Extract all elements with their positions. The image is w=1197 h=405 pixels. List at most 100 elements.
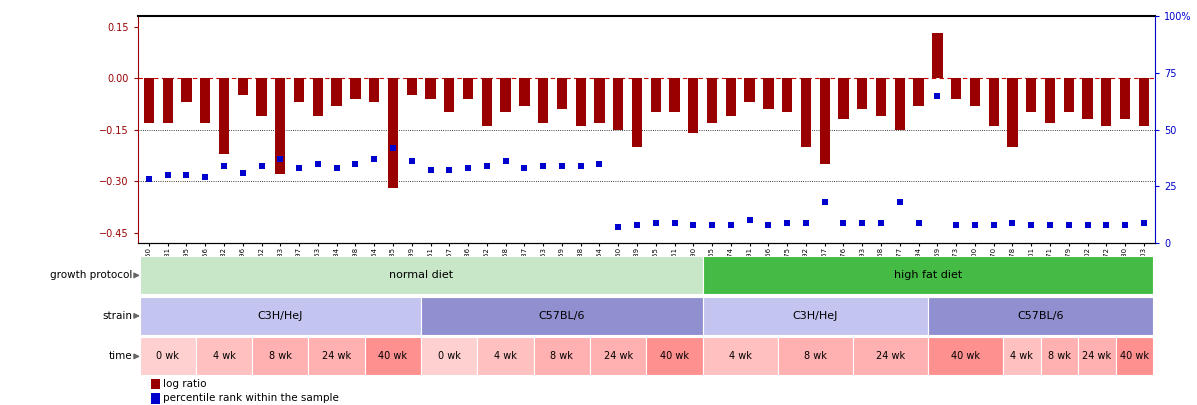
Bar xyxy=(253,337,309,375)
Bar xyxy=(1138,78,1149,126)
Bar xyxy=(1120,78,1130,119)
Bar xyxy=(950,78,961,99)
Bar xyxy=(590,337,646,375)
Text: 4 wk: 4 wk xyxy=(213,352,236,361)
Point xyxy=(290,165,309,171)
Bar xyxy=(463,78,473,99)
Point xyxy=(1116,222,1135,228)
Point xyxy=(478,163,497,169)
Point xyxy=(1021,222,1040,228)
Bar xyxy=(140,297,421,335)
Text: 40 wk: 40 wk xyxy=(378,352,407,361)
Point xyxy=(1135,220,1154,226)
Bar xyxy=(764,78,773,109)
Bar xyxy=(421,297,703,335)
Point xyxy=(740,217,759,224)
Point xyxy=(852,220,871,226)
Point xyxy=(1059,222,1078,228)
Bar xyxy=(989,78,998,126)
Bar xyxy=(782,78,792,113)
Point xyxy=(253,163,272,169)
Point xyxy=(1078,222,1098,228)
Bar xyxy=(613,78,624,130)
Point xyxy=(365,156,384,162)
Bar xyxy=(778,337,853,375)
Bar xyxy=(294,78,304,102)
Bar xyxy=(1101,78,1112,126)
Point xyxy=(534,163,553,169)
Text: 0 wk: 0 wk xyxy=(438,352,461,361)
Text: C3H/HeJ: C3H/HeJ xyxy=(792,311,838,321)
Point xyxy=(608,224,627,230)
Bar xyxy=(275,78,286,174)
Text: 0 wk: 0 wk xyxy=(157,352,180,361)
Text: 8 wk: 8 wk xyxy=(551,352,573,361)
Point xyxy=(722,222,741,228)
Bar xyxy=(932,33,942,78)
Bar xyxy=(707,78,717,123)
Bar xyxy=(309,337,365,375)
Text: 40 wk: 40 wk xyxy=(660,352,689,361)
Text: 4 wk: 4 wk xyxy=(1010,352,1033,361)
Point xyxy=(703,222,722,228)
Bar xyxy=(801,78,812,147)
Bar xyxy=(745,78,755,102)
Bar xyxy=(144,78,154,123)
Bar xyxy=(1078,337,1116,375)
Bar xyxy=(703,297,928,335)
Point xyxy=(1096,222,1116,228)
Point xyxy=(928,92,947,99)
Bar xyxy=(163,78,172,123)
Text: C57BL/6: C57BL/6 xyxy=(1017,311,1064,321)
Point xyxy=(778,220,797,226)
Bar xyxy=(632,78,642,147)
Point xyxy=(552,163,571,169)
Bar xyxy=(928,337,1003,375)
Point xyxy=(346,160,365,167)
Bar xyxy=(576,78,585,126)
Bar xyxy=(312,78,323,116)
Bar xyxy=(256,78,267,116)
Point xyxy=(627,222,646,228)
Bar xyxy=(151,393,160,403)
Point xyxy=(947,222,966,228)
Bar xyxy=(646,337,703,375)
Text: normal diet: normal diet xyxy=(389,271,454,280)
Point xyxy=(666,220,685,226)
Bar xyxy=(351,78,360,99)
Bar xyxy=(444,78,455,113)
Point xyxy=(759,222,778,228)
Text: 8 wk: 8 wk xyxy=(269,352,292,361)
Bar xyxy=(425,78,436,99)
Text: C57BL/6: C57BL/6 xyxy=(539,311,585,321)
Bar xyxy=(481,78,492,126)
Point xyxy=(590,160,609,167)
Point xyxy=(815,199,834,205)
Bar xyxy=(140,337,196,375)
Bar xyxy=(1116,337,1153,375)
Bar xyxy=(928,297,1153,335)
Point xyxy=(383,145,402,151)
Bar xyxy=(1003,337,1040,375)
Bar xyxy=(725,78,736,116)
Point xyxy=(158,172,177,178)
Point xyxy=(439,167,458,174)
Point xyxy=(1040,222,1059,228)
Bar xyxy=(557,78,567,109)
Bar xyxy=(1026,78,1037,113)
Bar xyxy=(669,78,680,113)
Bar xyxy=(140,256,703,294)
Bar xyxy=(219,78,229,153)
Bar xyxy=(519,78,529,106)
Bar xyxy=(196,337,253,375)
Point xyxy=(214,163,233,169)
Text: log ratio: log ratio xyxy=(163,379,207,389)
Point xyxy=(891,199,910,205)
Point xyxy=(515,165,534,171)
Point xyxy=(233,169,253,176)
Point xyxy=(984,222,1003,228)
Text: percentile rank within the sample: percentile rank within the sample xyxy=(163,393,339,403)
Text: 24 wk: 24 wk xyxy=(603,352,633,361)
Point xyxy=(195,174,214,181)
Bar xyxy=(651,78,661,113)
